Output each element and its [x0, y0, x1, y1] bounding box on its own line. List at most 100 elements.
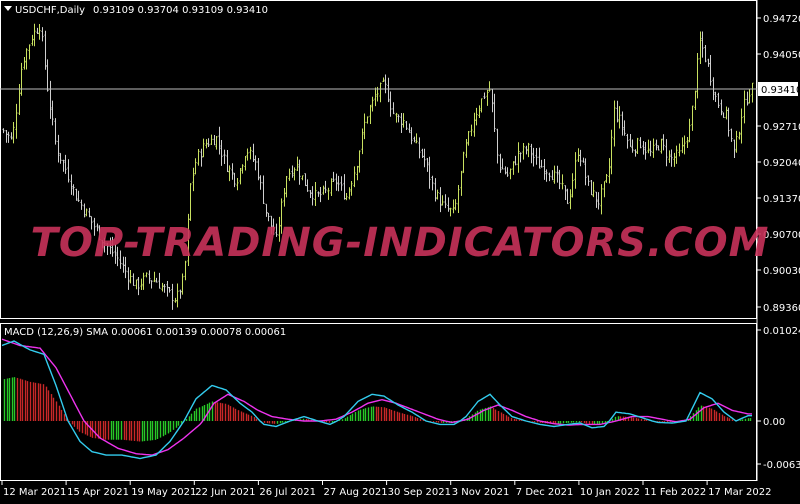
ohlc-bar: [200, 148, 203, 167]
ohlc-bar: [558, 169, 561, 190]
ohlc-bar: [574, 152, 577, 189]
ohlc-bar: [319, 186, 322, 203]
ohlc-bar: [111, 236, 114, 257]
chart-menu-icon[interactable]: [4, 6, 12, 11]
ohlc-bar: [670, 149, 673, 167]
ohlc-bar: [584, 158, 587, 186]
ohlc-bar: [77, 190, 80, 202]
ohlc-bar: [525, 145, 528, 155]
ohlc-bar: [93, 217, 96, 236]
ohlc-bar: [467, 130, 470, 146]
ohlc-bar: [332, 171, 335, 182]
ohlc-bar: [85, 208, 88, 217]
signal-line: [1, 338, 752, 456]
ohlc-bar: [587, 175, 590, 186]
ohlc-bar: [657, 145, 660, 151]
ohlc-bar: [553, 165, 556, 184]
ohlc-bar: [33, 23, 36, 47]
ohlc-bar: [600, 184, 603, 215]
ohlc-bar: [571, 173, 574, 198]
ohlc-bar: [384, 74, 387, 94]
ohlc-bar: [25, 48, 28, 70]
ohlc-bar: [267, 212, 270, 222]
ohlc-bar: [187, 213, 190, 267]
ohlc-bar: [96, 223, 99, 232]
ohlc-bar: [374, 87, 377, 107]
ohlc-bar: [288, 168, 291, 181]
ohlc-bar: [413, 136, 416, 143]
ohlc-bar: [577, 148, 580, 163]
macd-line: [1, 340, 752, 460]
ohlc-bar: [717, 92, 720, 109]
ohlc-bar: [343, 174, 346, 200]
ohlc-bar: [694, 90, 697, 110]
ohlc-bar: [714, 91, 717, 103]
macd-axis-label: 0.01024: [763, 326, 800, 337]
ohlc-bar: [278, 216, 281, 242]
ohlc-bar: [220, 140, 223, 166]
ohlc-bar: [174, 297, 177, 303]
ohlc-bar: [743, 90, 746, 124]
ohlc-bar: [293, 167, 296, 181]
ohlc-bar: [449, 207, 452, 217]
ohlc-bar: [314, 182, 317, 207]
ohlc-bar: [530, 143, 533, 164]
ohlc-bar: [23, 56, 26, 70]
ohlc-bar: [564, 185, 567, 201]
ohlc-bar: [551, 170, 554, 181]
ohlc-bar: [699, 31, 702, 65]
ohlc-bar: [470, 124, 473, 137]
ohlc-bar: [590, 179, 593, 196]
ohlc-bar: [114, 244, 117, 264]
ohlc-bar: [548, 172, 551, 182]
time-axis-label: 11 Feb 2022: [644, 487, 706, 498]
ohlc-bar: [405, 121, 408, 131]
ohlc-bar: [145, 272, 148, 278]
symbol-timeframe-label: USDCHF,Daily: [15, 5, 85, 16]
ohlc-bar: [106, 242, 109, 256]
ohlc-bar: [738, 131, 741, 140]
ohlc-bar: [434, 178, 437, 202]
ohlc-bar: [184, 260, 187, 281]
ohlc-bar: [163, 283, 166, 293]
ohlc-bar: [426, 158, 429, 172]
ohlc-bar: [473, 112, 476, 137]
ohlc-bar: [655, 139, 658, 151]
ohlc-bar: [688, 118, 691, 143]
ohlc-bar: [10, 132, 13, 140]
ohlc-bar: [441, 195, 444, 206]
ohlc-bar: [90, 216, 93, 230]
ohlc-bar: [218, 126, 221, 155]
ohlc-bar: [499, 153, 502, 173]
ohlc-bar: [161, 282, 164, 292]
ohlc-bar: [5, 130, 8, 143]
ohlc-bar: [491, 88, 494, 113]
ohlc-bar: [142, 272, 145, 290]
ohlc-bar: [748, 89, 751, 104]
ohlc-bar: [150, 280, 153, 289]
ohlc-bar: [171, 283, 174, 310]
ohlc-bar: [608, 158, 611, 184]
ohlc-bar: [696, 53, 699, 99]
ohlc-bar: [135, 279, 138, 290]
ohlc-bar: [668, 150, 671, 163]
ohlc-bar: [270, 215, 273, 235]
ohlc-bar: [683, 135, 686, 155]
time-axis-label: 7 Dec 2021: [516, 487, 574, 498]
ohlc-bar: [51, 100, 54, 126]
ohlc-bar: [98, 225, 101, 241]
ohlc-bar: [595, 191, 598, 208]
ohlc-bar: [246, 148, 249, 161]
ohlc-bar: [223, 149, 226, 164]
ohlc-bar: [538, 147, 541, 169]
ohlc-bar: [231, 163, 234, 180]
ohlc-bar: [675, 145, 678, 164]
ohlc-bar: [88, 207, 91, 218]
ohlc-bar: [392, 102, 395, 115]
